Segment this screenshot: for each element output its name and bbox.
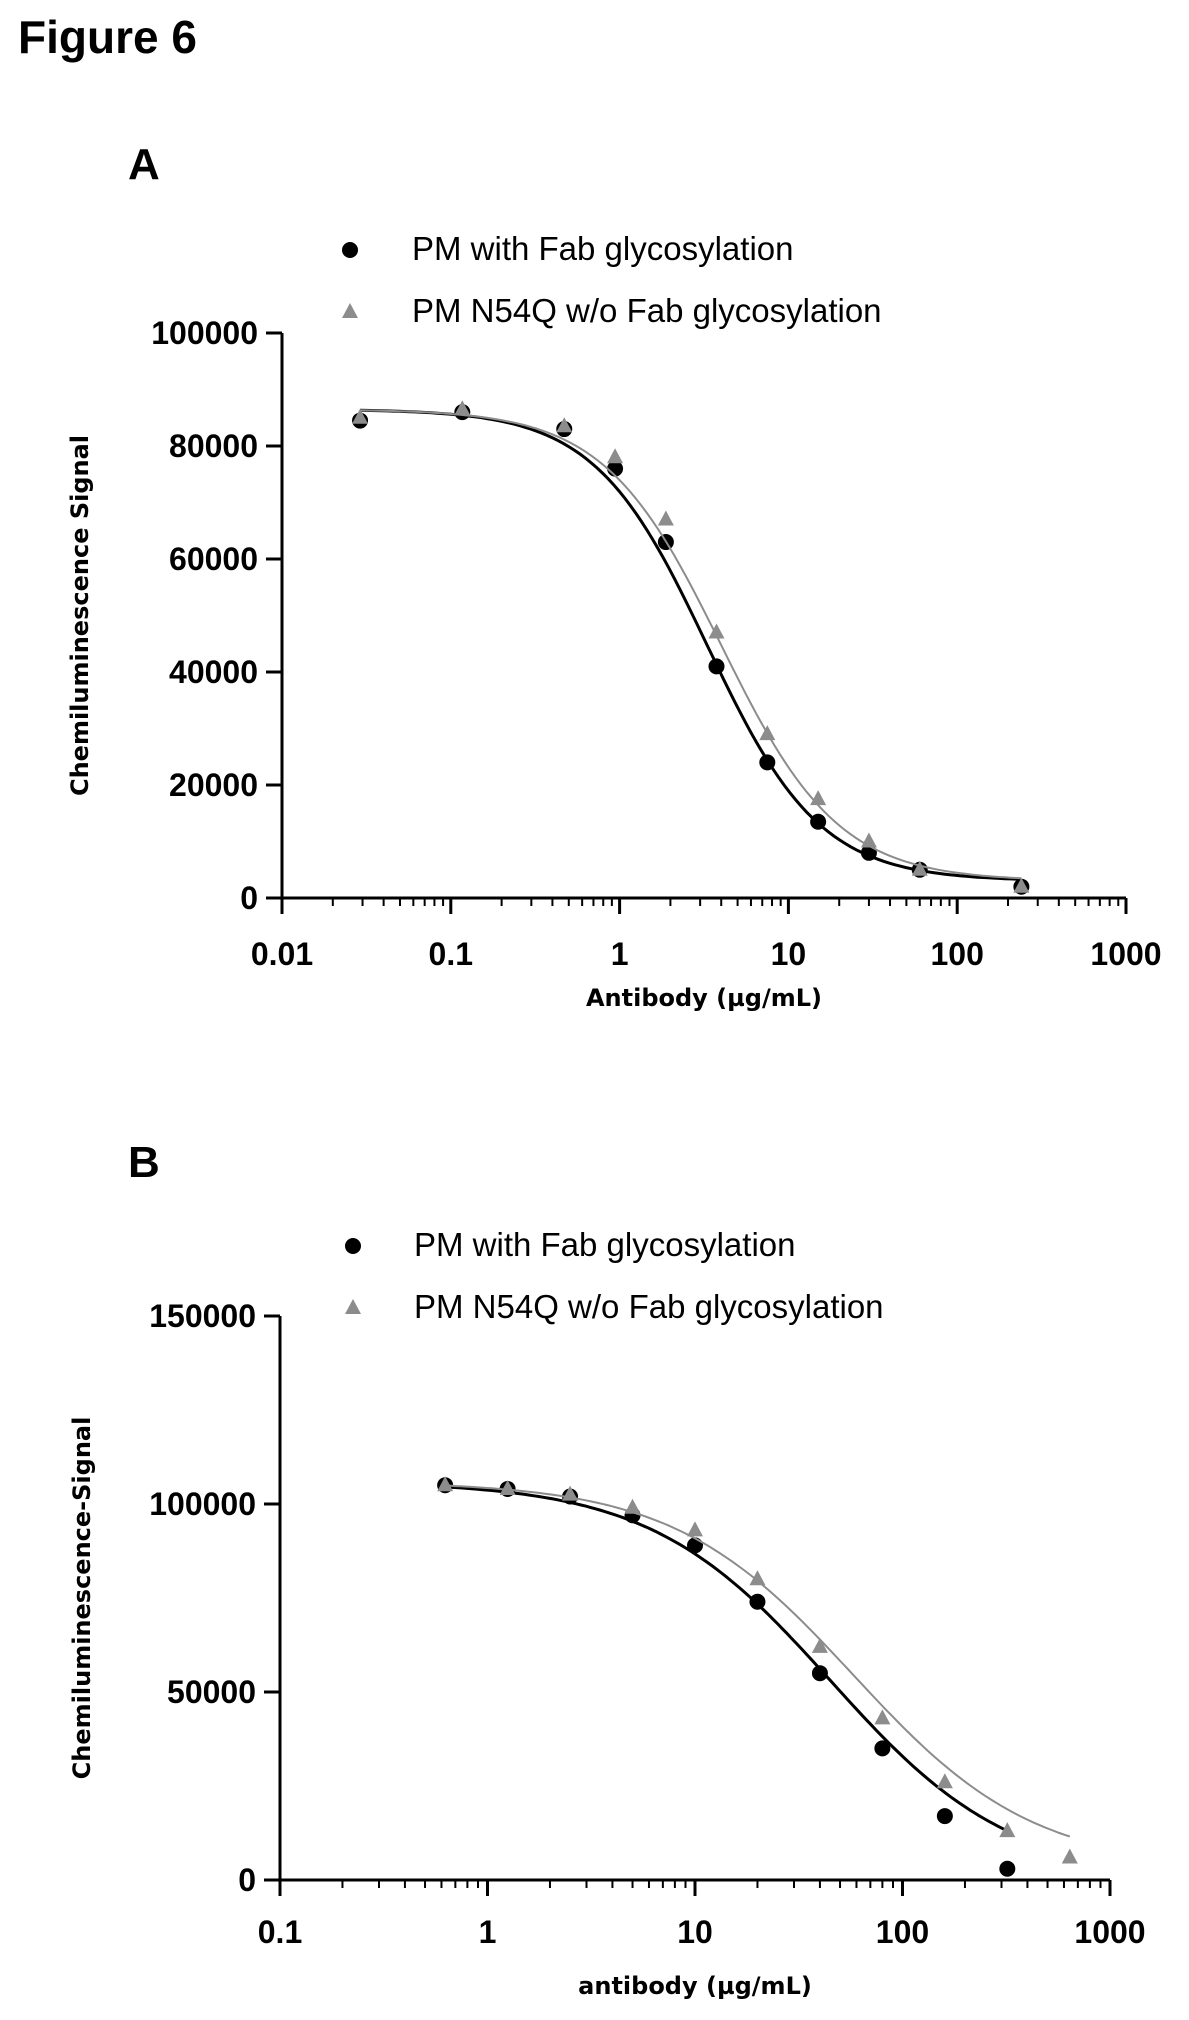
- data-point: [556, 417, 573, 433]
- data-point: [860, 832, 877, 848]
- x-tick-label: 0.01: [251, 936, 313, 972]
- y-axis-label: Chemiluminescence Signal: [66, 435, 94, 796]
- x-tick-label: 100: [931, 936, 984, 972]
- series-n54q: [437, 1476, 1078, 1864]
- data-point: [810, 790, 827, 806]
- x-tick-label: 1: [479, 1914, 497, 1950]
- x-tick-label: 10: [771, 936, 807, 972]
- data-point: [708, 658, 725, 675]
- data-point: [811, 1665, 828, 1682]
- legend-marker: [342, 303, 358, 318]
- panel-a-label: A: [128, 140, 160, 189]
- fit-curve: [360, 408, 1022, 881]
- x-axis-label: antibody (µg/mL): [578, 1972, 812, 2000]
- series-with-glycosylation: [352, 404, 1030, 895]
- data-point: [999, 1822, 1016, 1838]
- data-point: [687, 1521, 703, 1537]
- y-tick-label: 100000: [149, 1486, 256, 1522]
- panel-b-chart: 0 50000 100000 150000 0.1 1 10 100 1000 antibody …: [68, 1226, 1146, 2000]
- y-tick-label: 80000: [169, 428, 258, 464]
- data-point: [749, 1593, 766, 1610]
- fit-curve: [445, 1485, 1008, 1833]
- y-tick-label: 60000: [169, 541, 258, 577]
- y-tick-label: 50000: [167, 1674, 256, 1710]
- legend-label: PM with Fab glycosylation: [414, 1226, 795, 1263]
- panel-a-chart: 0 20000 40000 60000 80000 100000 0.01 0.1 1 10 100…: [66, 230, 1162, 1012]
- legend-marker: [345, 1238, 361, 1254]
- data-point: [657, 510, 674, 526]
- x-tick-label: 0.1: [258, 1914, 302, 1950]
- data-point: [874, 1740, 891, 1757]
- x-tick-label: 100: [876, 1914, 929, 1950]
- data-point: [1013, 877, 1030, 893]
- data-point: [749, 1570, 766, 1586]
- data-point: [437, 1476, 454, 1492]
- x-axis-label: Antibody (µg/mL): [586, 984, 822, 1012]
- series-n54q: [352, 400, 1030, 893]
- data-point: [1061, 1848, 1078, 1864]
- panel-b-label: B: [128, 1138, 160, 1187]
- legend-label: PM N54Q w/o Fab glycosylation: [412, 292, 882, 329]
- series-with-glycosylation: [437, 1477, 1016, 1877]
- legend-label: PM with Fab glycosylation: [412, 230, 793, 267]
- y-tick-label: 20000: [169, 767, 258, 803]
- data-point: [936, 1808, 953, 1825]
- y-axis-label: Chemiluminescence-Signal: [68, 1417, 96, 1780]
- data-point: [759, 725, 776, 741]
- data-point: [624, 1498, 641, 1514]
- y-tick-label: 0: [238, 1862, 256, 1898]
- legend-label: PM N54Q w/o Fab glycosylation: [414, 1288, 884, 1325]
- x-tick-label: 10: [677, 1914, 713, 1950]
- y-tick-label: 100000: [151, 315, 258, 351]
- x-tick-label: 1000: [1074, 1914, 1145, 1950]
- data-point: [936, 1773, 953, 1789]
- data-point: [810, 813, 827, 830]
- data-point: [687, 1537, 703, 1554]
- y-tick-label: 40000: [169, 654, 258, 690]
- data-point: [499, 1479, 516, 1495]
- data-point: [999, 1860, 1016, 1877]
- data-point: [911, 860, 928, 876]
- data-point: [811, 1637, 828, 1653]
- legend-marker: [342, 242, 358, 258]
- data-point: [352, 408, 369, 424]
- data-point: [759, 754, 776, 771]
- data-point: [708, 623, 725, 639]
- data-point: [874, 1709, 891, 1725]
- x-tick-label: 1000: [1090, 936, 1161, 972]
- x-tick-label: 0.1: [429, 936, 473, 972]
- legend-marker: [345, 1299, 361, 1314]
- fit-curve: [445, 1484, 1071, 1838]
- figure-title: Figure 6: [18, 11, 197, 63]
- y-tick-label: 150000: [149, 1298, 256, 1334]
- fit-curve: [360, 409, 1022, 880]
- data-point: [607, 448, 624, 464]
- data-point: [454, 400, 471, 416]
- x-tick-label: 1: [611, 936, 629, 972]
- y-tick-label: 0: [240, 880, 258, 916]
- data-point: [562, 1485, 579, 1501]
